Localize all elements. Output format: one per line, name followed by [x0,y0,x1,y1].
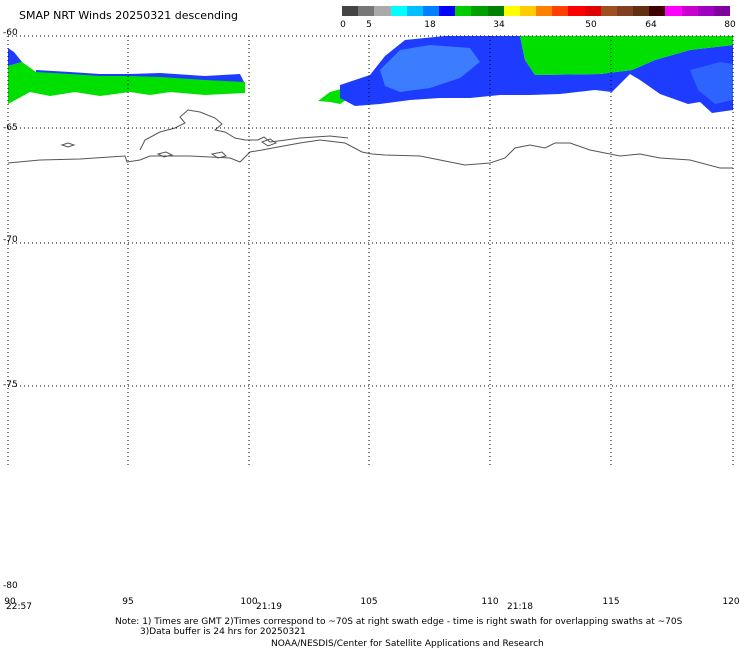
lon-label-90: 90 [4,597,16,607]
lon-label-105: 105 [360,597,378,607]
colorbar-segment [374,6,391,16]
colorbar-segment [568,6,585,16]
colorbar-segment [600,6,618,16]
colorbar-segment [665,6,682,16]
colorbar-segment [616,6,634,16]
colorbar-segment [422,6,440,16]
lon-label-100: 100 [240,597,258,607]
colorbar-label: 5 [366,20,372,30]
colorbar-label: 50 [585,20,597,30]
coastline [7,109,733,169]
colorbar-segment [390,6,408,16]
colorbar-label: 64 [645,20,657,30]
wind-speed-colorbar [342,6,731,16]
colorbar-label: 80 [724,20,736,30]
lat-label-65: -65 [3,123,18,133]
colorbar-segment [649,6,666,16]
colorbar-segment [503,6,521,16]
left-swath-blue-top [36,70,244,82]
right-swath-blue-core [380,45,480,92]
colorbar-segment [697,6,715,16]
lon-label-120: 120 [722,597,740,607]
note-line-2: 3)Data buffer is 24 hrs for 20250321 [140,627,306,637]
colorbar-segment [584,6,602,16]
lat-label-75: -75 [3,380,18,390]
left-swath-green [8,62,245,104]
wind-swaths [8,36,733,113]
lat-label-70: -70 [3,235,18,245]
colorbar-segment [713,6,731,16]
colorbar-label: 34 [493,20,505,30]
colorbar-segment [406,6,424,16]
colorbar-segment [552,6,569,16]
swath-time-3: 21:18 [507,602,533,612]
colorbar-segment [455,6,472,16]
swath-time-1: 22:57 [6,602,32,612]
lat-label-60: -60 [3,28,18,38]
left-swath-blue [8,48,22,66]
right-swath-blue-core2 [690,62,733,104]
colorbar-segment [536,6,553,16]
grid [7,35,734,465]
island-2 [156,151,174,158]
map-title: SMAP NRT Winds 20250321 descending [19,9,239,22]
right-swath-green-upper [520,36,733,75]
note-line-1: Note: 1) Times are GMT 2)Times correspon… [115,617,683,627]
colorbar-label: 0 [340,20,346,30]
ice-shelf-outline [139,109,349,151]
swath-time-2: 21:19 [256,602,282,612]
note-line-3: NOAA/NESDIS/Center for Satellite Applica… [271,639,544,649]
colorbar-segment [633,6,650,16]
antarctic-coastline [7,139,733,169]
island-3 [210,151,227,159]
lon-label-95: 95 [122,597,134,607]
lat-label-80: -80 [3,581,18,591]
island-4 [260,138,278,147]
lon-label-110: 110 [481,597,499,607]
colorbar-label: 18 [424,20,436,30]
colorbar-segment [681,6,699,16]
lon-label-115: 115 [602,597,620,607]
colorbar-segment [342,6,359,16]
colorbar-segment [487,6,505,16]
colorbar-segment [358,6,375,16]
colorbar-segment [439,6,456,16]
colorbar-segment [519,6,537,16]
colorbar-segment [471,6,488,16]
island-1 [60,142,76,148]
